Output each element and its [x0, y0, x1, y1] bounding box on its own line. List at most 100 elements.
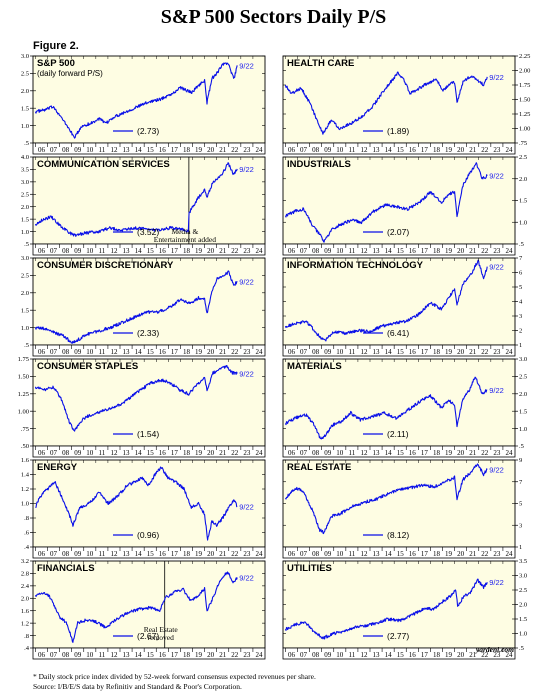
y-tick-label: .5	[24, 241, 29, 248]
x-axis-strip	[282, 243, 516, 256]
y-tick-label: 3.5	[519, 558, 527, 565]
series-line	[284, 463, 488, 535]
panel-title: INDUSTRIALS	[287, 159, 351, 170]
x-tick-label: 12	[110, 449, 118, 457]
x-tick-label: 21	[469, 449, 477, 457]
y-tick-label: 1.5	[21, 105, 29, 112]
x-tick-label: 23	[243, 348, 251, 356]
x-tick-label: 10	[336, 651, 344, 659]
y-tick-label: 2.0	[21, 204, 29, 211]
series-line	[284, 259, 488, 342]
x-tick-label: 08	[62, 651, 70, 659]
x-tick-label: 11	[349, 651, 356, 659]
footnote: * Daily stock price index divided by 52-…	[33, 672, 316, 692]
x-tick-label: 13	[373, 449, 381, 457]
x-tick-label: 22	[481, 651, 489, 659]
x-tick-label: 24	[505, 550, 513, 558]
panel-title: UTILITIES	[287, 563, 332, 574]
panel-background	[33, 460, 265, 547]
x-tick-label: 18	[433, 247, 441, 255]
x-tick-label: 24	[255, 348, 263, 356]
x-tick-label: 16	[159, 550, 167, 558]
x-tick-label: 20	[207, 146, 215, 154]
y-tick-label: 1.4	[21, 472, 30, 479]
x-tick-label: 24	[255, 146, 263, 154]
x-tick-label: 19	[195, 651, 203, 659]
x-tick-label: 24	[505, 449, 513, 457]
x-tick-label: 06	[38, 449, 46, 457]
x-tick-label: 14	[135, 348, 143, 356]
latest-date-label: 9/22	[239, 502, 254, 511]
panel-consumer-discretionary: .5 1.0 1.5 2.0 2.5 3.0 9/22 CONSUMER DISCRETION…	[21, 255, 266, 357]
y-tick-label: 7	[519, 255, 523, 262]
y-tick-label: 1.2	[21, 620, 29, 627]
value-label: (2.11)	[387, 429, 409, 439]
x-tick-label: 14	[135, 550, 143, 558]
y-tick-label: 1.6	[21, 457, 30, 464]
x-tick-label: 22	[481, 449, 489, 457]
x-tick-label: 21	[219, 651, 227, 659]
x-tick-label: 09	[74, 247, 82, 255]
x-tick-label: 15	[397, 449, 405, 457]
series-line	[284, 162, 488, 243]
x-tick-label: 13	[373, 348, 381, 356]
y-tick-label: 1.0	[519, 631, 527, 638]
x-tick-label: 15	[147, 348, 155, 356]
x-tick-label: 20	[457, 651, 465, 659]
panel-subtitle: (daily forward P/S)	[37, 69, 103, 78]
y-tick-label: 1	[519, 342, 522, 349]
latest-date-label: 9/22	[239, 370, 254, 379]
x-tick-label: 17	[421, 146, 429, 154]
y-tick-label: 1.2	[21, 486, 29, 493]
x-tick-label: 12	[360, 449, 368, 457]
y-tick-label: 2.5	[21, 71, 29, 78]
x-tick-label: 23	[493, 247, 501, 255]
x-tick-label: 18	[183, 348, 191, 356]
x-tick-label: 10	[86, 348, 94, 356]
x-tick-label: 17	[171, 247, 179, 255]
y-tick-label: 1.25	[18, 391, 29, 398]
panel-background	[283, 157, 515, 244]
x-tick-label: 06	[288, 550, 296, 558]
x-tick-label: 10	[86, 651, 94, 659]
x-tick-label: 06	[38, 651, 46, 659]
x-tick-label: 10	[86, 247, 94, 255]
x-tick-label: 08	[312, 449, 320, 457]
x-tick-label: 22	[481, 348, 489, 356]
x-tick-label: 20	[457, 348, 465, 356]
x-tick-label: 17	[171, 449, 179, 457]
annotation-text: Real Estate removed	[144, 625, 179, 642]
y-tick-label: .8	[24, 633, 29, 640]
x-tick-label: 16	[409, 550, 417, 558]
y-tick-label: .4	[24, 544, 30, 551]
value-label: (6.41)	[387, 328, 409, 338]
x-tick-label: 11	[99, 550, 106, 558]
y-tick-label: 1.5	[519, 616, 527, 623]
y-tick-label: .75	[21, 426, 29, 433]
x-tick-label: 10	[336, 247, 344, 255]
x-tick-label: 11	[99, 247, 106, 255]
panel-industrials: .5 1.0 1.5 2.0 2.5 9/22 INDUSTRIALS (2.07) 06 07 0…	[282, 154, 527, 256]
panel-background	[283, 460, 515, 547]
x-tick-label: 19	[445, 247, 453, 255]
x-tick-label: 14	[385, 449, 393, 457]
panel-background	[33, 359, 265, 446]
x-tick-label: 07	[300, 449, 308, 457]
panel-background	[33, 56, 265, 143]
x-tick-label: 20	[457, 449, 465, 457]
x-tick-label: 10	[336, 449, 344, 457]
x-tick-label: 08	[62, 449, 70, 457]
x-axis-strip	[32, 142, 266, 155]
y-tick-label: 3	[519, 313, 522, 320]
x-tick-label: 09	[74, 348, 82, 356]
x-tick-label: 10	[86, 550, 94, 558]
y-tick-label: 2.5	[519, 587, 527, 594]
panel-title: CONSUMER STAPLES	[37, 361, 138, 372]
x-tick-label: 19	[195, 550, 203, 558]
latest-date-label: 9/22	[239, 573, 254, 582]
x-tick-label: 13	[373, 146, 381, 154]
x-tick-label: 22	[231, 348, 239, 356]
y-tick-label: 1.00	[18, 408, 29, 415]
x-tick-label: 19	[445, 651, 453, 659]
figure-label: Figure 2.	[33, 40, 79, 52]
